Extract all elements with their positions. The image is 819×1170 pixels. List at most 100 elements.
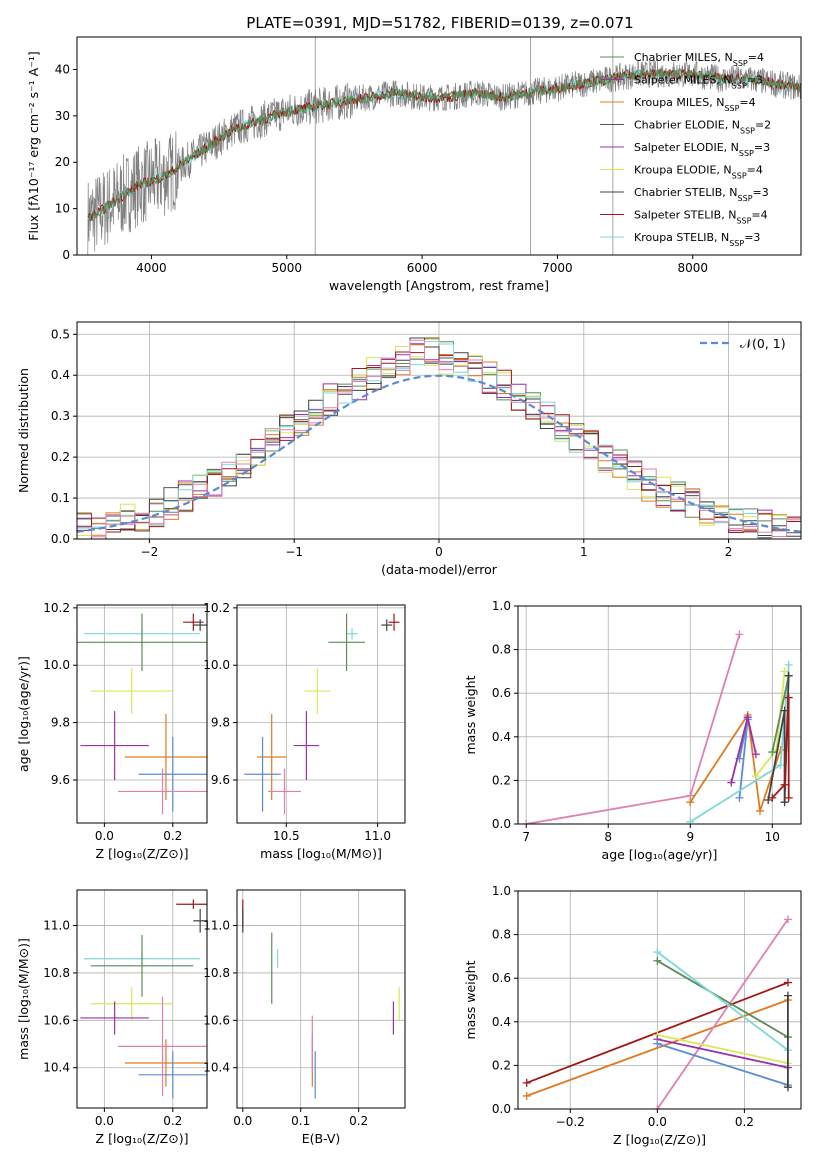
x-tick-label: 0.0 — [95, 1114, 114, 1128]
weight-point-marker — [522, 820, 531, 824]
residuals-panel: −2 −1 0 1 2 0.0 0.1 0.2 0.3 0.4 0.5 (data-model)/er… — [16, 321, 802, 577]
weight-point-marker — [653, 948, 662, 957]
weight-point-marker — [727, 778, 736, 787]
weight-point-marker — [784, 660, 793, 669]
weight-series-line — [526, 634, 741, 824]
weight-point-marker — [776, 761, 785, 770]
weight-point-marker — [522, 1078, 531, 1087]
x-tick-label: 0.1 — [291, 1114, 310, 1128]
weight-lines — [522, 630, 793, 824]
y-axis-label: mass weight — [463, 675, 478, 754]
observed-spectrum-line — [87, 59, 801, 255]
y-tick-label: 10.0 — [203, 658, 230, 672]
x-tick-label: −0.2 — [556, 1115, 585, 1129]
weight-point-marker — [780, 798, 789, 807]
mass_vs_ebv-panel: 0.0 0.1 0.2 10.4 10.6 10.8 11.0 E(B-V) — [203, 889, 406, 1146]
x-axis-label: age [log₁₀(age/yr)] — [602, 847, 718, 862]
legend-entry: Salpeter STELIB, NSSP=4 — [634, 209, 768, 226]
y-tick-label: 0.2 — [492, 1058, 511, 1072]
weight-point-marker — [686, 817, 695, 824]
y-tick-label: 0.0 — [492, 1102, 511, 1116]
y-tick-label: 0.8 — [492, 928, 511, 942]
weight-point-marker — [755, 806, 764, 815]
legend-entry: Chabrier ELODIE, NSSP=2 — [634, 119, 771, 136]
axes-frame — [76, 604, 208, 824]
y-tick-label: 0.2 — [492, 773, 511, 787]
y-axis-label: Normed distribution — [16, 368, 31, 493]
x-axis-label: wavelength [Angstrom, rest frame] — [329, 278, 549, 293]
weight-point-marker — [768, 748, 777, 757]
weight-point-marker — [522, 1091, 531, 1100]
weight-point-marker — [735, 630, 744, 639]
y-tick-label: 10.2 — [43, 601, 70, 615]
x-tick-label: 2 — [725, 545, 733, 559]
y-tick-label: 1.0 — [492, 599, 511, 613]
weight-series-line — [656, 951, 789, 1051]
legend-entry: Chabrier MILES, NSSP=4 — [634, 51, 764, 68]
weight-lines — [522, 915, 792, 1109]
weight-point-marker — [735, 793, 744, 802]
axes-frame — [236, 889, 406, 1109]
x-tick-label: 6000 — [407, 261, 438, 275]
x-tick-label: 0.2 — [735, 1115, 754, 1129]
x-axis-label: (data-model)/error — [381, 562, 498, 577]
weight-series-line — [656, 960, 789, 1038]
model-spectrum-line — [87, 67, 801, 223]
x-tick-label: 0.0 — [233, 1114, 252, 1128]
legend-entry: Salpeter ELODIE, NSSP=3 — [634, 141, 770, 158]
axes-frame — [517, 605, 802, 825]
y-tick-label: 9.8 — [211, 716, 230, 730]
y-tick-label: 9.6 — [51, 773, 70, 787]
model-spectrum-line — [87, 68, 801, 222]
y-tick-label: 0.6 — [492, 686, 511, 700]
x-tick-label: 10.5 — [273, 829, 300, 843]
error-bars — [244, 613, 400, 815]
y-axis-label: mass [log₁₀(M/M⊙)] — [16, 938, 31, 1060]
legend-entry: Kroupa MILES, NSSP=4 — [634, 96, 756, 113]
weight-point-marker — [784, 693, 793, 702]
y-tick-label: 0.4 — [51, 368, 70, 382]
y-tick-label: 0.6 — [492, 971, 511, 985]
x-tick-label: 0 — [435, 545, 443, 559]
weight-series-line — [526, 999, 789, 1097]
legend-entry: Kroupa STELIB, NSSP=3 — [634, 231, 760, 248]
weight-series-line — [656, 918, 789, 1109]
spectrum-lines — [87, 37, 801, 255]
weight-point-marker — [783, 1083, 792, 1092]
y-tick-label: 9.8 — [51, 716, 70, 730]
x-axis-label: Z [log₁₀(Z/Z⊙)] — [96, 846, 189, 861]
weight-point-marker — [653, 1039, 662, 1048]
x-tick-label: 7000 — [542, 261, 573, 275]
y-tick-label: 10.8 — [43, 966, 70, 980]
y-tick-label: 0.8 — [492, 643, 511, 657]
weight-point-marker — [780, 780, 789, 789]
weight-series-line — [657, 1038, 789, 1069]
y-tick-label: 9.6 — [211, 773, 230, 787]
y-tick-label: 0.2 — [51, 450, 70, 464]
x-axis-label: E(B-V) — [302, 1131, 341, 1146]
y-axis-label: age [log₁₀(age/yr)] — [16, 656, 31, 772]
weight-point-marker — [653, 1105, 662, 1109]
x-tick-label: 9 — [686, 830, 694, 844]
y-tick-label: 0.1 — [51, 491, 70, 505]
y-tick-label: 11.0 — [203, 919, 230, 933]
y-tick-label: 10.8 — [203, 966, 230, 980]
y-tick-label: 10.2 — [203, 601, 230, 615]
y-tick-label: 0.4 — [492, 1015, 511, 1029]
weight-point-marker — [784, 793, 793, 802]
y-tick-label: 20 — [55, 155, 70, 169]
y-tick-label: 40 — [55, 62, 70, 76]
weight-series-line — [657, 1042, 789, 1086]
x-axis-label: mass [log₁₀(M/M⊙)] — [260, 846, 382, 861]
legend-entry: Chabrier STELIB, NSSP=3 — [634, 186, 769, 203]
x-tick-label: 8000 — [677, 261, 708, 275]
x-axis-label: Z [log₁₀(Z/Z⊙)] — [613, 1132, 706, 1147]
y-axis-label: Flux [fλ10⁻¹⁷ erg cm⁻² s⁻¹ A⁻¹] — [26, 51, 41, 240]
weight-point-marker — [784, 671, 793, 680]
weight-series-line — [771, 675, 790, 753]
weight-point-marker — [653, 956, 662, 965]
figure-title: PLATE=0391, MJD=51782, FIBERID=0139, z=0… — [246, 14, 633, 32]
x-tick-label: −2 — [141, 545, 159, 559]
x-tick-label: 0.2 — [349, 1114, 368, 1128]
y-tick-label: 10.6 — [43, 1013, 70, 1027]
